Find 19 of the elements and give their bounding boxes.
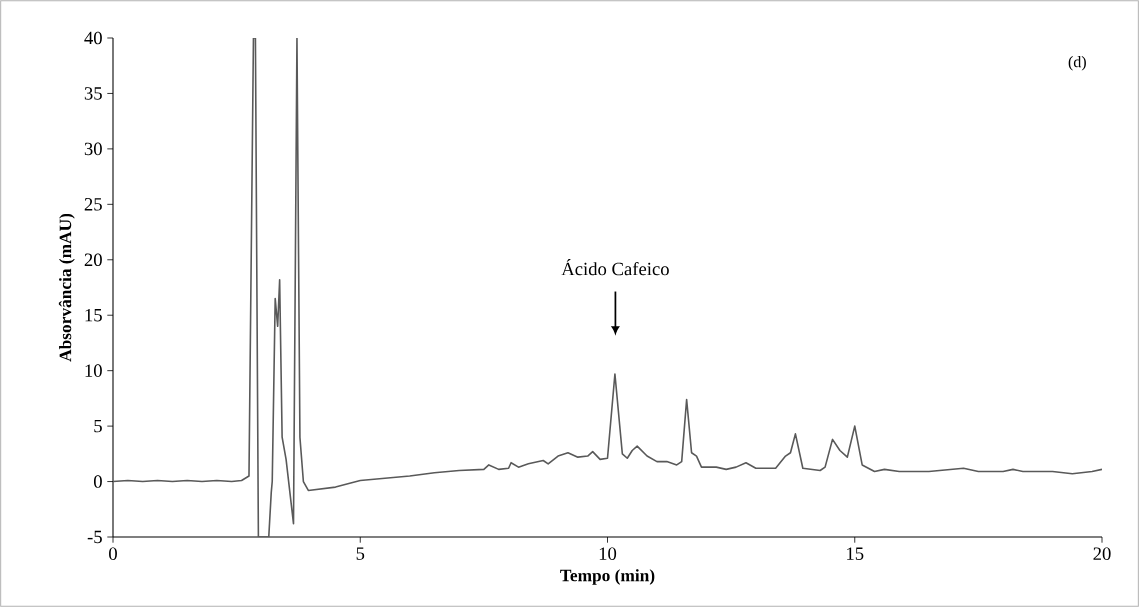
- y-tick-label: -5: [87, 530, 102, 544]
- y-tick-label: 15: [85, 308, 102, 322]
- x-tick-label: 10: [599, 547, 617, 560]
- y-tick-label: 10: [85, 364, 102, 377]
- x-tick-label: 15: [847, 547, 864, 560]
- annotation: (d): [1068, 56, 1086, 71]
- y-tick-label: 35: [84, 87, 102, 100]
- y-tick-label: 5: [94, 419, 102, 433]
- x-tick-label: 5: [356, 547, 365, 560]
- x-tick-label: 20: [1093, 547, 1111, 560]
- y-tick-label: 20: [84, 253, 102, 267]
- y-tick-label: 40: [84, 31, 102, 45]
- x-axis-title: Tempo (min): [560, 569, 655, 585]
- y-axis-title: Absorvância (mAU): [58, 213, 75, 362]
- annotation: Ácido Cafeico: [561, 259, 669, 276]
- x-tick-label: 0: [109, 547, 117, 560]
- y-tick-label: 30: [84, 142, 102, 156]
- y-tick-label: 0: [93, 475, 102, 488]
- y-tick-label: 25: [84, 198, 102, 211]
